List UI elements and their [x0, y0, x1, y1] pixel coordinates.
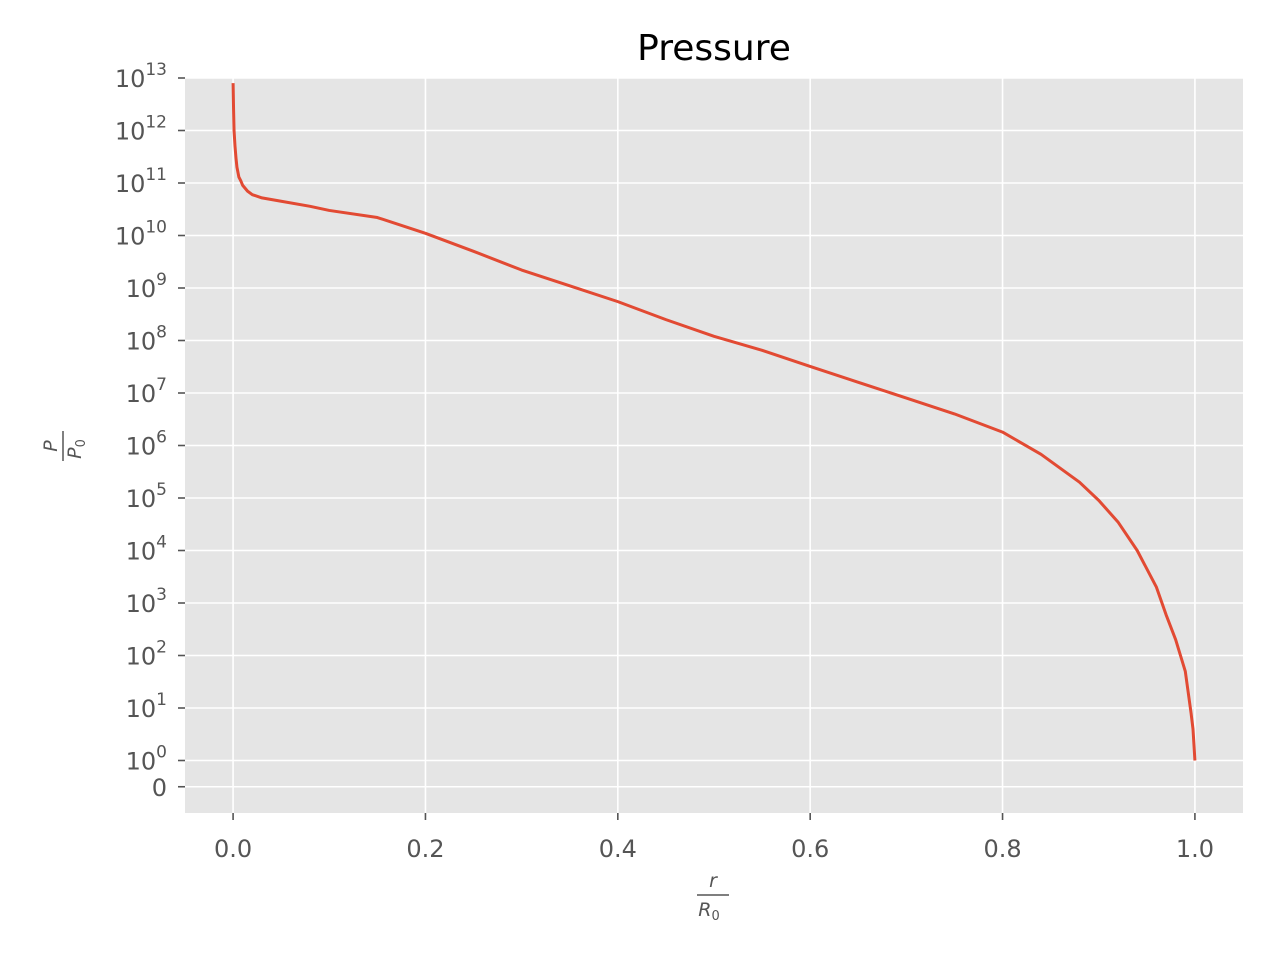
y-tick-label: 104: [126, 533, 167, 566]
x-tick-label: 0.0: [214, 835, 252, 863]
y-tick-label: 109: [126, 270, 167, 303]
y-tick-label: 1012: [115, 113, 167, 146]
x-axis-label: r R0: [697, 870, 729, 924]
y-tick-label: 1013: [115, 60, 167, 93]
y-tick-label: 103: [126, 585, 167, 618]
grid: [185, 77, 1243, 813]
x-tick-label: 0.8: [983, 835, 1021, 863]
x-axis-label-denominator-base: R: [698, 899, 711, 921]
pressure-series-line: [231, 83, 1197, 761]
chart-title: Pressure: [637, 28, 791, 69]
y-axis-label: P P0: [40, 431, 89, 461]
x-tick-label: 1.0: [1176, 835, 1214, 863]
y-axis-label-numerator: P: [40, 440, 62, 452]
y-tick-label: 100: [126, 743, 167, 776]
y-axis-label-denominator: P0: [64, 439, 89, 459]
x-tick-label: 0.2: [406, 835, 444, 863]
y-tick-label: 108: [126, 323, 167, 356]
x-tick-label: 0.6: [791, 835, 829, 863]
y-axis-label-denominator-base: P: [64, 447, 86, 459]
x-axis-label-numerator: r: [709, 870, 718, 892]
y-tick-label: 1010: [115, 218, 167, 251]
y-tick-label: 107: [126, 375, 167, 408]
y-tick-label: 1011: [115, 165, 167, 198]
y-tick-label: 105: [126, 480, 167, 513]
y-tick-label: 102: [126, 638, 167, 671]
x-ticks: 0.0 0.2 0.4 0.6 0.8 1.0: [214, 813, 1214, 863]
y-tick-label: 101: [126, 690, 167, 723]
y-axis-label-denominator-sub: 0: [74, 439, 89, 447]
y-tick-label: 106: [126, 428, 167, 461]
x-tick-label: 0.4: [599, 835, 637, 863]
y-tick-label: 0: [152, 774, 167, 802]
x-axis-label-denominator-sub: 0: [711, 909, 719, 924]
x-axis-label-denominator: R0: [698, 899, 719, 924]
